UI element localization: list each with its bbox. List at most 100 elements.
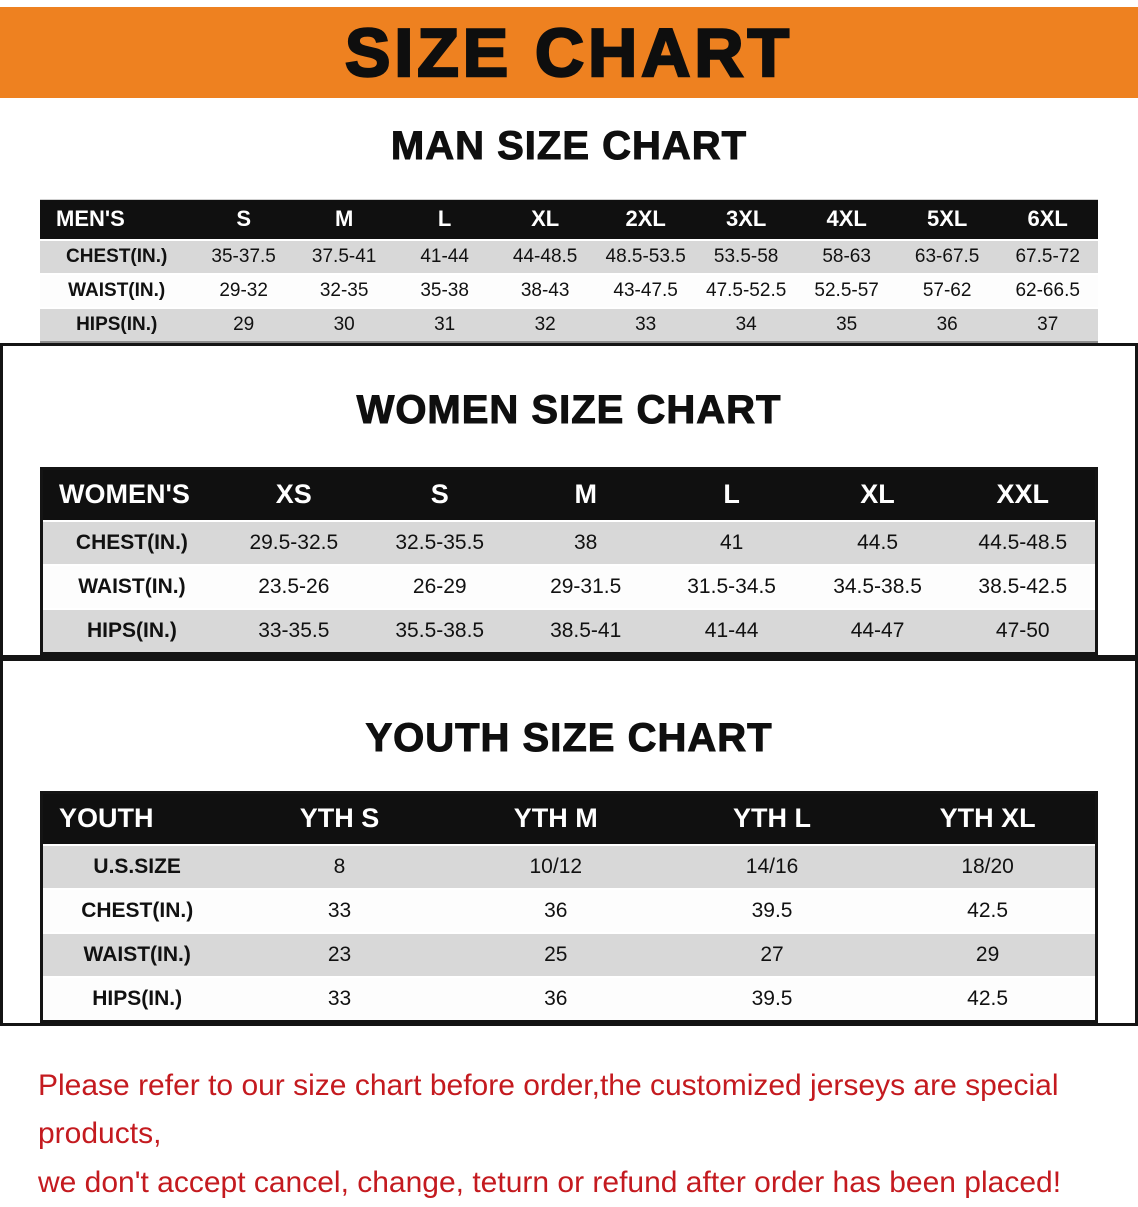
size-column-header: XL	[805, 468, 951, 521]
disclaimer-text: Please refer to our size chart before or…	[38, 1062, 1100, 1207]
size-value: 31	[394, 308, 495, 342]
size-value: 44-48.5	[495, 240, 596, 274]
size-value: 67.5-72	[997, 240, 1098, 274]
size-value: 25	[448, 933, 664, 977]
size-value: 47.5-52.5	[696, 274, 797, 308]
row-label: WAIST(IN.)	[42, 565, 221, 609]
size-value: 35-38	[394, 274, 495, 308]
size-value: 33	[595, 308, 696, 342]
size-column-header: YTH L	[664, 792, 880, 845]
row-label: WAIST(IN.)	[42, 933, 232, 977]
size-value: 37	[997, 308, 1098, 342]
size-value: 29	[193, 308, 294, 342]
size-value: 38-43	[495, 274, 596, 308]
size-value: 33-35.5	[221, 609, 367, 653]
size-column-header: YTH XL	[880, 792, 1096, 845]
size-value: 27	[664, 933, 880, 977]
size-value: 29	[880, 933, 1096, 977]
size-column-header: 6XL	[997, 200, 1098, 240]
size-column-header: 3XL	[696, 200, 797, 240]
size-value: 29-32	[193, 274, 294, 308]
size-column-header: XS	[221, 468, 367, 521]
row-label: HIPS(IN.)	[42, 609, 221, 653]
size-column-header: S	[367, 468, 513, 521]
size-value: 39.5	[664, 977, 880, 1021]
size-column-header: YTH M	[448, 792, 664, 845]
size-column-header: M	[294, 200, 395, 240]
size-value: 42.5	[880, 889, 1096, 933]
size-value: 41	[659, 521, 805, 565]
size-value: 31.5-34.5	[659, 565, 805, 609]
size-value: 33	[231, 889, 447, 933]
size-value: 34	[696, 308, 797, 342]
size-value: 44.5	[805, 521, 951, 565]
size-value: 32.5-35.5	[367, 521, 513, 565]
size-column-header: S	[193, 200, 294, 240]
size-column-header: 2XL	[595, 200, 696, 240]
row-label: HIPS(IN.)	[40, 308, 193, 342]
youth-size-heading: YOUTH SIZE CHART	[3, 716, 1135, 761]
size-value: 57-62	[897, 274, 998, 308]
row-label: CHEST(IN.)	[40, 240, 193, 274]
size-value: 35-37.5	[193, 240, 294, 274]
size-value: 41-44	[394, 240, 495, 274]
size-column-header: 4XL	[796, 200, 897, 240]
size-value: 14/16	[664, 845, 880, 889]
size-value: 18/20	[880, 845, 1096, 889]
size-value: 23	[231, 933, 447, 977]
size-column-header: 5XL	[897, 200, 998, 240]
size-chart-banner: SIZE CHART	[0, 7, 1138, 98]
size-value: 44-47	[805, 609, 951, 653]
disclaimer-line-1: Please refer to our size chart before or…	[38, 1062, 1100, 1159]
size-value: 33	[231, 977, 447, 1021]
man-size-heading: MAN SIZE CHART	[0, 124, 1138, 169]
size-value: 10/12	[448, 845, 664, 889]
size-value: 38.5-41	[513, 609, 659, 653]
size-value: 34.5-38.5	[805, 565, 951, 609]
size-value: 36	[897, 308, 998, 342]
size-value: 41-44	[659, 609, 805, 653]
size-value: 39.5	[664, 889, 880, 933]
size-value: 47-50	[951, 609, 1097, 653]
women-size-heading: WOMEN SIZE CHART	[3, 388, 1135, 433]
table-corner-label: YOUTH	[42, 792, 232, 845]
size-column-header: L	[659, 468, 805, 521]
size-value: 8	[231, 845, 447, 889]
size-value: 42.5	[880, 977, 1096, 1021]
size-value: 48.5-53.5	[595, 240, 696, 274]
size-value: 38	[513, 521, 659, 565]
size-value: 23.5-26	[221, 565, 367, 609]
size-column-header: XL	[495, 200, 596, 240]
table-corner-label: MEN'S	[40, 200, 193, 240]
size-value: 52.5-57	[796, 274, 897, 308]
size-value: 43-47.5	[595, 274, 696, 308]
size-column-header: L	[394, 200, 495, 240]
row-label: CHEST(IN.)	[42, 889, 232, 933]
size-column-header: YTH S	[231, 792, 447, 845]
size-value: 58-63	[796, 240, 897, 274]
size-value: 38.5-42.5	[951, 565, 1097, 609]
size-value: 62-66.5	[997, 274, 1098, 308]
size-value: 36	[448, 889, 664, 933]
size-value: 35	[796, 308, 897, 342]
row-label: HIPS(IN.)	[42, 977, 232, 1021]
size-value: 32	[495, 308, 596, 342]
size-value: 29.5-32.5	[221, 521, 367, 565]
size-value: 26-29	[367, 565, 513, 609]
size-value: 35.5-38.5	[367, 609, 513, 653]
